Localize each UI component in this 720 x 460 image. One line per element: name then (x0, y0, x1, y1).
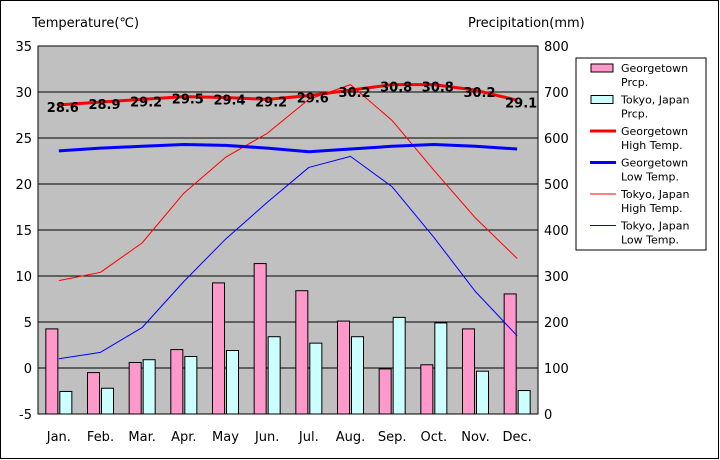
x-tick-label: Oct. (421, 430, 448, 445)
precip-bar (420, 364, 434, 415)
precip-bar (253, 263, 267, 415)
right-tick-label: 200 (544, 316, 569, 331)
precip-bar (45, 328, 59, 415)
precip-bar (462, 328, 475, 415)
precip-bar (101, 387, 114, 415)
legend-label: Georgetown (621, 157, 688, 170)
data-labels: 28.6 28.9 29.2 29.5 29.4 29.2 29.6 30.2 30.8 30.8… (47, 81, 537, 116)
left-tick-label: -5 (19, 408, 32, 423)
right-tick-label: 500 (544, 178, 569, 193)
right-tick-label: 400 (544, 224, 569, 239)
data-label: 30.2 (338, 86, 370, 101)
x-tick-label: Feb. (87, 430, 114, 445)
data-label: 28.9 (88, 98, 120, 113)
grid-lines (38, 91, 538, 369)
right-tick-label: 700 (544, 86, 569, 101)
legend-label: Tokyo, Japan (620, 188, 689, 201)
left-tick-label: 30 (15, 86, 32, 101)
legend-label: Tokyo, Japan (620, 94, 689, 107)
x-tick-label: Jul. (298, 430, 319, 445)
legend-label: Tokyo, Japan (620, 220, 689, 233)
data-label: 29.2 (255, 95, 287, 110)
left-tick-label: 10 (15, 270, 32, 285)
data-label: 29.6 (297, 92, 329, 107)
legend-label: Prcp. (621, 76, 648, 89)
left-tick-label: 25 (15, 132, 32, 147)
precip-bar (309, 342, 323, 415)
data-label: 29.4 (213, 94, 245, 109)
precip-bar (142, 359, 156, 415)
series-line (58, 155, 518, 360)
precip-bar (503, 293, 517, 415)
series-line (58, 142, 518, 154)
precip-bar (87, 372, 100, 415)
right-tick-label: 0 (544, 408, 552, 423)
series-line (58, 83, 518, 107)
axes: 35 800 30 700 25 600 20 500 15 400 10 300 5 200 0 100 -5… (15, 40, 568, 445)
precip-bar (226, 350, 239, 415)
x-tick-label: May (212, 430, 239, 445)
precip-bar (170, 349, 184, 415)
precip-bar (128, 361, 142, 415)
data-label: 28.6 (47, 101, 79, 116)
precip-bar (351, 336, 364, 415)
precip-bar (59, 390, 73, 415)
legend-box (575, 57, 707, 251)
precip-bar (392, 316, 406, 415)
x-tick-label: Jan. (46, 430, 71, 445)
left-tick-label: 20 (15, 178, 32, 193)
x-tick-label: Mar. (128, 430, 155, 445)
x-tick-label: Jun. (254, 430, 279, 445)
x-tick-label: Sep. (378, 430, 407, 445)
legend-label: Low Temp. (621, 234, 679, 247)
left-tick-label: 35 (15, 40, 32, 55)
x-tick-label: Dec. (503, 430, 532, 445)
left-tick-label: 5 (24, 316, 32, 331)
precip-bar (517, 390, 531, 415)
legend-label: Prcp. (621, 108, 648, 121)
series-line (58, 84, 518, 282)
legend-label: High Temp. (621, 202, 683, 215)
precip-bar (337, 320, 350, 415)
x-tick-label: Apr. (171, 430, 196, 445)
left-tick-label: 0 (24, 362, 32, 377)
x-tick-label: Aug. (336, 430, 366, 445)
precip-bar (212, 282, 225, 415)
legend-label: High Temp. (621, 139, 683, 152)
precip-bar (184, 356, 198, 415)
data-label: 30.8 (422, 81, 454, 96)
precip-bar (295, 290, 309, 415)
precip-bar (434, 322, 448, 415)
data-label: 29.1 (505, 96, 537, 111)
data-label: 30.8 (380, 81, 412, 96)
legend-swatch (590, 63, 614, 73)
bars (45, 263, 531, 415)
legend-label: Low Temp. (621, 171, 679, 184)
legend-label: Georgetown (621, 125, 688, 138)
left-axis-title: Temperature(℃) (31, 16, 139, 31)
precip-bar (476, 370, 489, 415)
right-tick-label: 300 (544, 270, 569, 285)
lines (58, 83, 518, 360)
right-axis-title: Precipitation(mm) (468, 16, 585, 31)
legend-label: Georgetown (621, 62, 688, 75)
precip-bar (378, 368, 392, 415)
right-tick-label: 600 (544, 132, 569, 147)
right-tick-label: 100 (544, 362, 569, 377)
right-tick-label: 800 (544, 40, 569, 55)
data-label: 29.5 (172, 93, 204, 108)
left-tick-label: 15 (15, 224, 32, 239)
x-tick-label: Nov. (461, 430, 490, 445)
precip-bar (267, 336, 281, 415)
data-label: 30.2 (463, 86, 495, 101)
data-label: 29.2 (130, 95, 162, 110)
legend-swatch (590, 95, 614, 104)
